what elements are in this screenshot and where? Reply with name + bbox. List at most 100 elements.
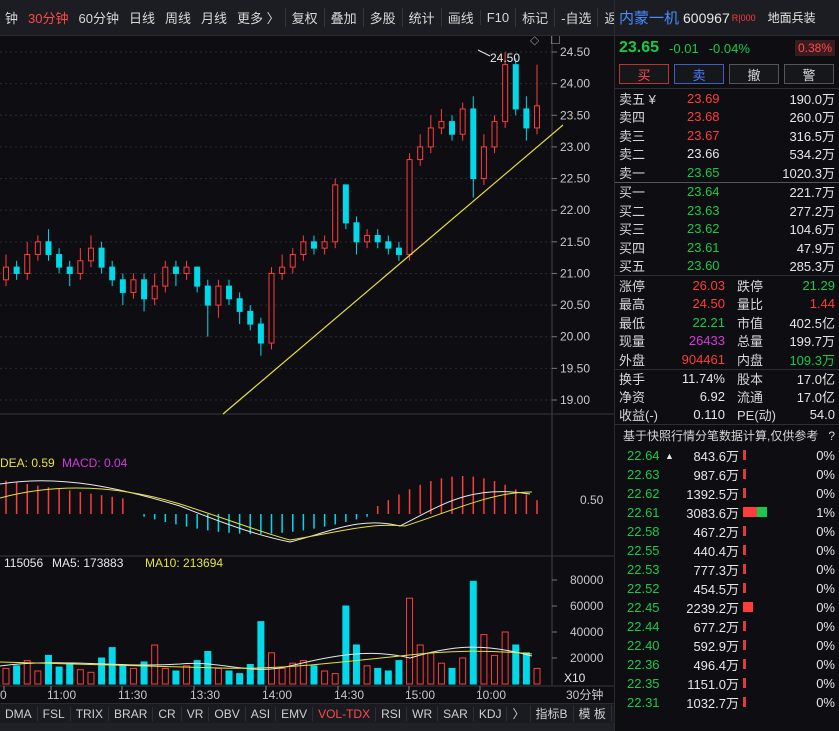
volume-bar [44, 654, 52, 685]
indicator-tab-15[interactable]: 指标B [531, 705, 574, 722]
ask-book: 卖五 ¥ 23.69 190.0万 卖四 23.68 260.0万 卖三 23.67 316.5… [615, 88, 839, 182]
book-row: 卖一 23.65 1020.3万 [615, 163, 839, 182]
book-price: 23.61 [687, 239, 720, 255]
toolbar-button-1[interactable]: 叠加 [323, 8, 363, 27]
price-tick: 24.00 [560, 77, 590, 91]
indicator-tab-10[interactable]: RSI [376, 706, 408, 721]
indicator-tab-5[interactable]: VR [182, 706, 210, 721]
pv-price: 22.53 [627, 562, 660, 577]
volume-bar [331, 673, 339, 685]
indicator-tab-9[interactable]: VOL-TDX [313, 706, 377, 721]
indicator-tab-13[interactable]: KDJ [474, 706, 508, 721]
indicator-tab-2[interactable]: TRIX [71, 706, 110, 721]
indicator-tab-11[interactable]: WR [407, 706, 439, 721]
toolbar-button-2[interactable]: 多股 [362, 8, 402, 27]
stat-label: 股本 [737, 371, 764, 387]
alert-button[interactable]: 警 [784, 64, 834, 84]
indicator-tab-8[interactable]: EMV [276, 706, 314, 721]
volume-bar [183, 665, 191, 685]
cancel-button[interactable]: 撤 [729, 64, 779, 84]
indicator-tab-16[interactable]: 模 板 [574, 705, 612, 722]
dif-line [0, 480, 531, 543]
candle [523, 96, 530, 141]
candle [183, 260, 190, 280]
pv-bar-fill [743, 507, 757, 517]
timeframe-2[interactable]: 60分钟 [78, 11, 119, 26]
volume-bar [236, 673, 244, 685]
timeframe-1[interactable]: 30分钟 [28, 11, 69, 26]
timeframe-0[interactable]: 钟 [5, 11, 19, 26]
indicator-tab-0[interactable]: DMA [0, 706, 38, 721]
timeframe-5[interactable]: 月线 [200, 11, 227, 26]
book-row: 买五 23.60 285.3万 [615, 257, 839, 276]
pv-volume: 1032.7万 [686, 696, 739, 711]
indicator-tab-1[interactable]: FSL [38, 706, 71, 721]
volume-bar [55, 666, 63, 685]
indicator-tab-6[interactable]: OBV [209, 706, 246, 721]
price-volume-row: 22.53 777.3万 0% [615, 560, 839, 579]
sector-change-pct: 0.38% [794, 40, 835, 56]
pv-percent: 0% [816, 486, 835, 501]
toolbar-button-7[interactable]: -自选 [554, 8, 597, 27]
price-tick: 20.00 [560, 330, 590, 344]
volume-bar [2, 667, 10, 685]
pv-percent: 0% [816, 619, 835, 634]
timeframe-6[interactable]: 更多 〉 [237, 11, 280, 26]
sector-label[interactable]: 地面兵装 [767, 11, 816, 25]
toolbar-button-3[interactable]: 统计 [401, 8, 441, 27]
pv-volume: 496.4万 [693, 658, 739, 673]
candle [300, 235, 307, 261]
indicator-tab-3[interactable]: BRAR [109, 706, 154, 721]
book-row: 买一 23.64 221.7万 [615, 183, 839, 202]
pv-bar-fill [743, 488, 746, 498]
stat-value: 1.44 [809, 296, 835, 312]
candle [109, 260, 116, 287]
chart-expand-icon[interactable]: ☐ [550, 36, 561, 47]
toolbar-button-0[interactable]: 复权 [284, 8, 324, 27]
candle [395, 241, 402, 261]
indicator-tab-7[interactable]: ASI [246, 706, 277, 721]
toolbar-button-6[interactable]: 标记 [515, 8, 554, 27]
candle [512, 58, 519, 116]
stats-row: 最高 24.50 量比 1.44 [615, 295, 839, 314]
chart-settings-icon[interactable]: ◇ [530, 36, 540, 47]
timeframe-3[interactable]: 日线 [128, 11, 155, 26]
candle [342, 184, 349, 230]
ma10-label: MA10: 213694 [145, 556, 223, 570]
pv-percent: 0% [816, 600, 835, 615]
book-row: 买四 23.61 47.9万 [615, 238, 839, 257]
indicator-tabs: DMA FSL TRIX BRAR CR VR OBV ASI EMV VOL-TDX RSI WR S… [0, 703, 648, 723]
volume-bar [193, 660, 201, 685]
pv-volume: 1151.0万 [687, 677, 739, 692]
candle [502, 52, 509, 128]
buy-button[interactable]: 买 [619, 64, 669, 84]
pv-bar [739, 543, 799, 558]
sell-button[interactable]: 卖 [674, 64, 724, 84]
kline-chart[interactable]: 24.50 24.00 23.50 23.00 22.50 22.00 21.50 21.00… [0, 36, 614, 703]
book-row: 卖四 23.68 260.0万 [615, 108, 839, 127]
indicator-tab-14[interactable]: 〉 [507, 705, 531, 722]
book-label: 卖一 [619, 165, 646, 181]
candle [236, 292, 243, 325]
candle [459, 102, 466, 141]
time-tick: 10:00 [476, 688, 506, 702]
stats-row: 换手 11.74% 股本 17.0亿 [615, 368, 839, 388]
toolbar-button-5[interactable]: F10 [479, 10, 515, 25]
stat-value: 24.50 [692, 296, 725, 312]
pv-volume: 440.4万 [693, 544, 739, 559]
pv-price: 22.31 [627, 695, 660, 710]
volume-bar [310, 665, 318, 685]
volume-bar [246, 664, 254, 685]
pv-bar [739, 524, 799, 539]
timeframe-4[interactable]: 周线 [164, 11, 191, 26]
pv-bar-fill [743, 659, 746, 669]
indicator-tab-4[interactable]: CR [153, 706, 182, 721]
help-icon[interactable]: ? [828, 428, 835, 443]
candle [141, 273, 148, 312]
toolbar-button-4[interactable]: 画线 [440, 8, 480, 27]
candle [151, 273, 158, 306]
volume-bar [363, 665, 371, 685]
pv-percent: 0% [816, 562, 835, 577]
stat-value: 17.0亿 [796, 371, 835, 387]
indicator-tab-12[interactable]: SAR [438, 706, 474, 721]
